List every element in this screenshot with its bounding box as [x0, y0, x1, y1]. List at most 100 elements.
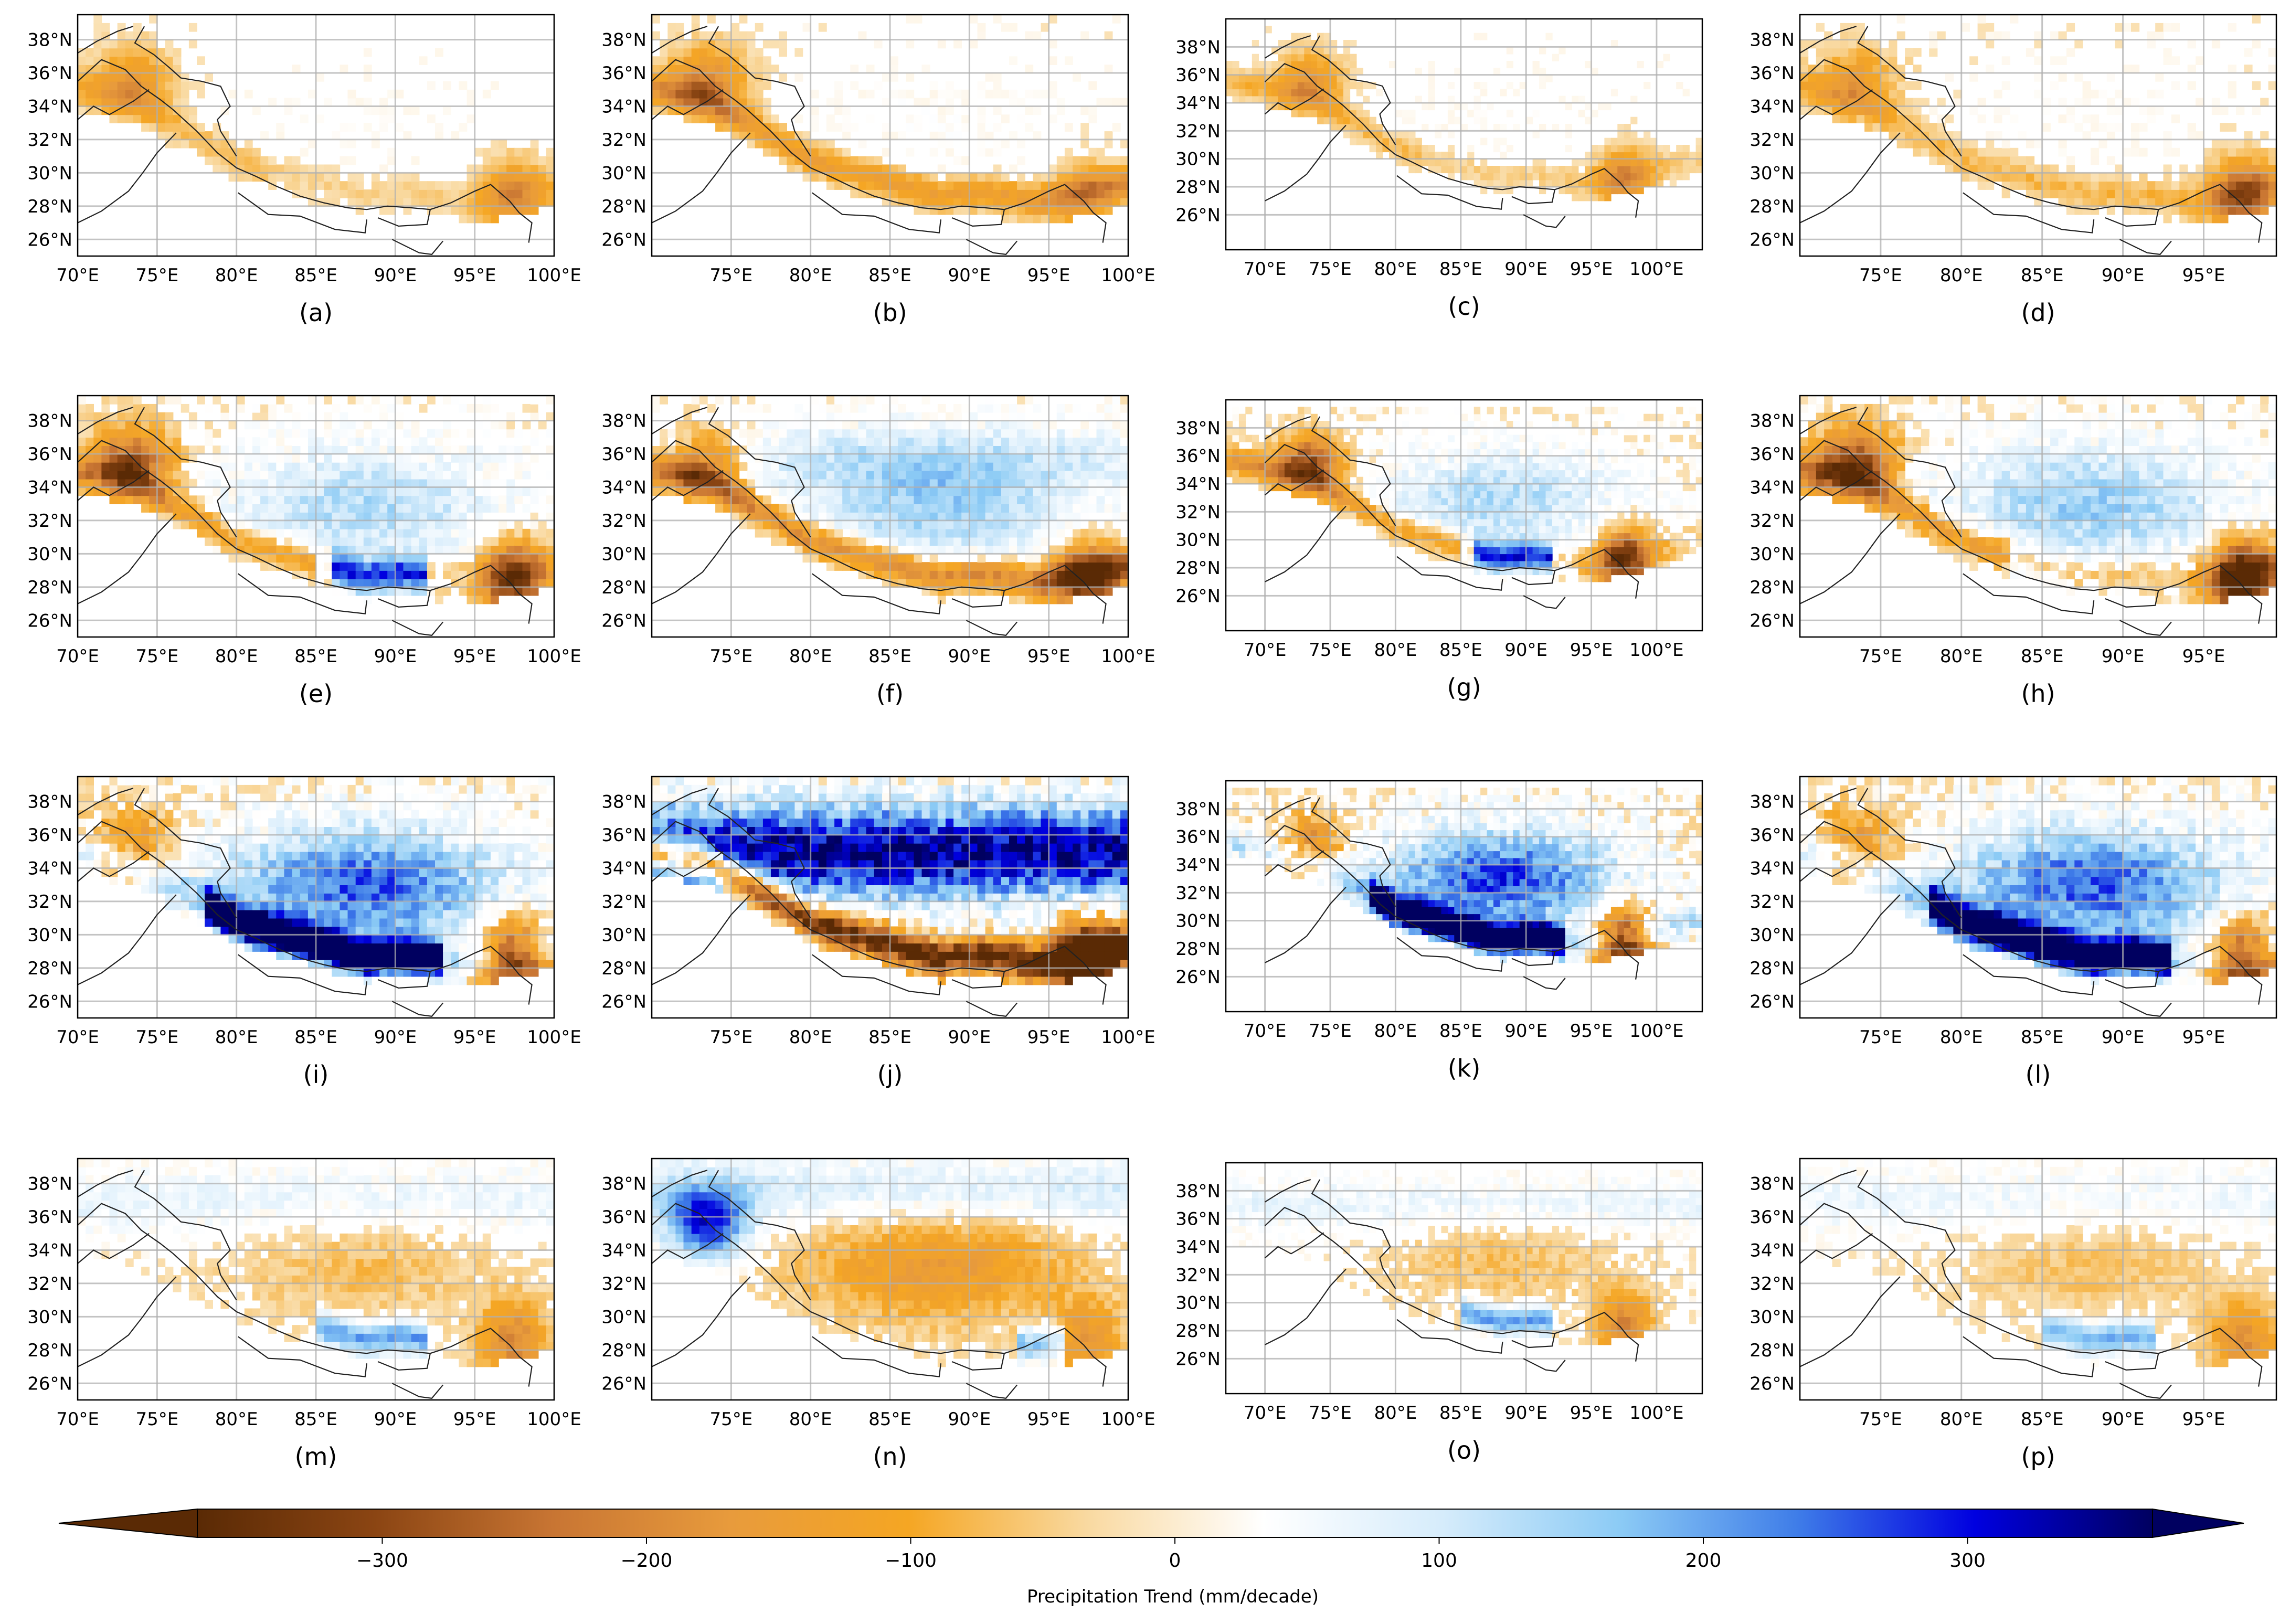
trend-cell	[467, 404, 475, 413]
trend-cell	[443, 512, 451, 521]
trend-cell	[961, 404, 970, 413]
trend-cell	[78, 429, 86, 438]
x-tick-label: 95°E	[1570, 259, 1613, 280]
trend-cell	[284, 106, 293, 115]
trend-cell	[324, 173, 332, 182]
trend-cell	[284, 454, 293, 463]
trend-cell	[2001, 147, 2010, 157]
trend-cell	[794, 404, 803, 413]
trend-cell	[890, 56, 898, 65]
trend-cell	[355, 445, 364, 454]
trend-cell	[86, 98, 94, 107]
trend-cell	[363, 106, 372, 115]
trend-cell	[252, 156, 261, 165]
trend-cell	[1337, 455, 1344, 463]
trend-cell	[2131, 98, 2140, 107]
trend-cell	[1428, 152, 1435, 160]
trend-cell	[699, 420, 708, 430]
trend-cell	[1265, 82, 1272, 90]
trend-cell	[371, 545, 380, 555]
trend-cell	[332, 554, 341, 563]
trend-cell	[1120, 462, 1128, 471]
trend-cell	[953, 206, 962, 215]
trend-cell	[715, 487, 724, 496]
trend-cell	[1816, 98, 1825, 107]
trend-cell	[395, 470, 404, 480]
trend-cell	[1120, 487, 1128, 496]
trend-cell	[1480, 82, 1488, 90]
trend-cell	[93, 56, 102, 65]
trend-cell	[1073, 520, 1081, 529]
trend-cell	[101, 39, 110, 49]
trend-cell	[1297, 407, 1305, 415]
trend-cell	[1096, 454, 1105, 463]
trend-cell	[1088, 206, 1097, 215]
trend-cell	[347, 89, 356, 99]
trend-cell	[1258, 470, 1266, 477]
trend-cell	[2082, 114, 2091, 123]
trend-cell	[802, 545, 811, 555]
trend-cell	[1033, 198, 1042, 207]
trend-cell	[1073, 470, 1081, 480]
trend-cell	[1532, 158, 1540, 166]
trend-cell	[165, 48, 174, 57]
trend-cell	[474, 420, 483, 430]
trend-cell	[1120, 570, 1128, 579]
trend-cell	[387, 114, 396, 123]
trend-cell	[747, 520, 756, 529]
trend-cell	[850, 164, 859, 174]
border-line	[1264, 63, 1639, 218]
trend-cell	[93, 65, 102, 73]
trend-cell	[826, 537, 835, 546]
trend-cell	[1310, 89, 1318, 97]
trend-cell	[810, 495, 819, 504]
x-tick-label: 85°E	[294, 265, 337, 286]
trend-cell	[850, 429, 859, 438]
trend-cell	[1080, 470, 1089, 480]
trend-cell	[1565, 103, 1572, 111]
trend-cell	[1856, 48, 1865, 57]
trend-cell	[1435, 124, 1442, 132]
trend-cell	[1617, 124, 1625, 132]
trend-cell	[1232, 428, 1239, 436]
trend-cell	[1415, 137, 1422, 145]
trend-cell	[739, 98, 748, 107]
trend-cell	[435, 545, 443, 555]
trend-cell	[1033, 487, 1042, 496]
trend-cell	[1104, 420, 1113, 430]
x-tick-label: 70°E	[1244, 259, 1287, 280]
trend-cell	[1447, 131, 1455, 139]
trend-cell	[236, 487, 245, 496]
trend-cell	[482, 147, 491, 157]
trend-cell	[1317, 470, 1324, 477]
trend-cell	[363, 528, 372, 538]
trend-cell	[683, 429, 692, 438]
trend-cell	[252, 462, 261, 471]
trend-cell	[2203, 147, 2212, 157]
trend-cell	[826, 470, 835, 480]
trend-cell	[482, 214, 491, 224]
map-panel-f: 26°N28°N30°N32°N34°N36°N38°N75°E 80°E 85°E…	[601, 395, 1155, 708]
trend-cell	[1610, 145, 1618, 153]
trend-cell	[1604, 173, 1612, 181]
trend-cell	[482, 89, 491, 99]
trend-cell	[467, 114, 475, 123]
trend-cell	[1572, 187, 1579, 195]
trend-cell	[403, 554, 412, 563]
trend-cell	[755, 23, 764, 32]
trend-cell	[2252, 189, 2261, 198]
trend-cell	[1565, 187, 1572, 195]
trend-cell	[427, 512, 436, 521]
trend-cell	[244, 420, 253, 430]
trend-cell	[937, 537, 946, 546]
trend-cell	[1630, 145, 1638, 153]
trend-cell	[316, 437, 324, 446]
trend-cell	[993, 147, 1002, 157]
trend-cell	[866, 164, 875, 174]
trend-cell	[1025, 429, 1034, 438]
trend-cell	[1630, 95, 1638, 103]
trend-cell	[1408, 491, 1416, 498]
trend-cell	[2131, 23, 2140, 32]
trend-cell	[834, 445, 843, 454]
trend-cell	[474, 479, 483, 488]
